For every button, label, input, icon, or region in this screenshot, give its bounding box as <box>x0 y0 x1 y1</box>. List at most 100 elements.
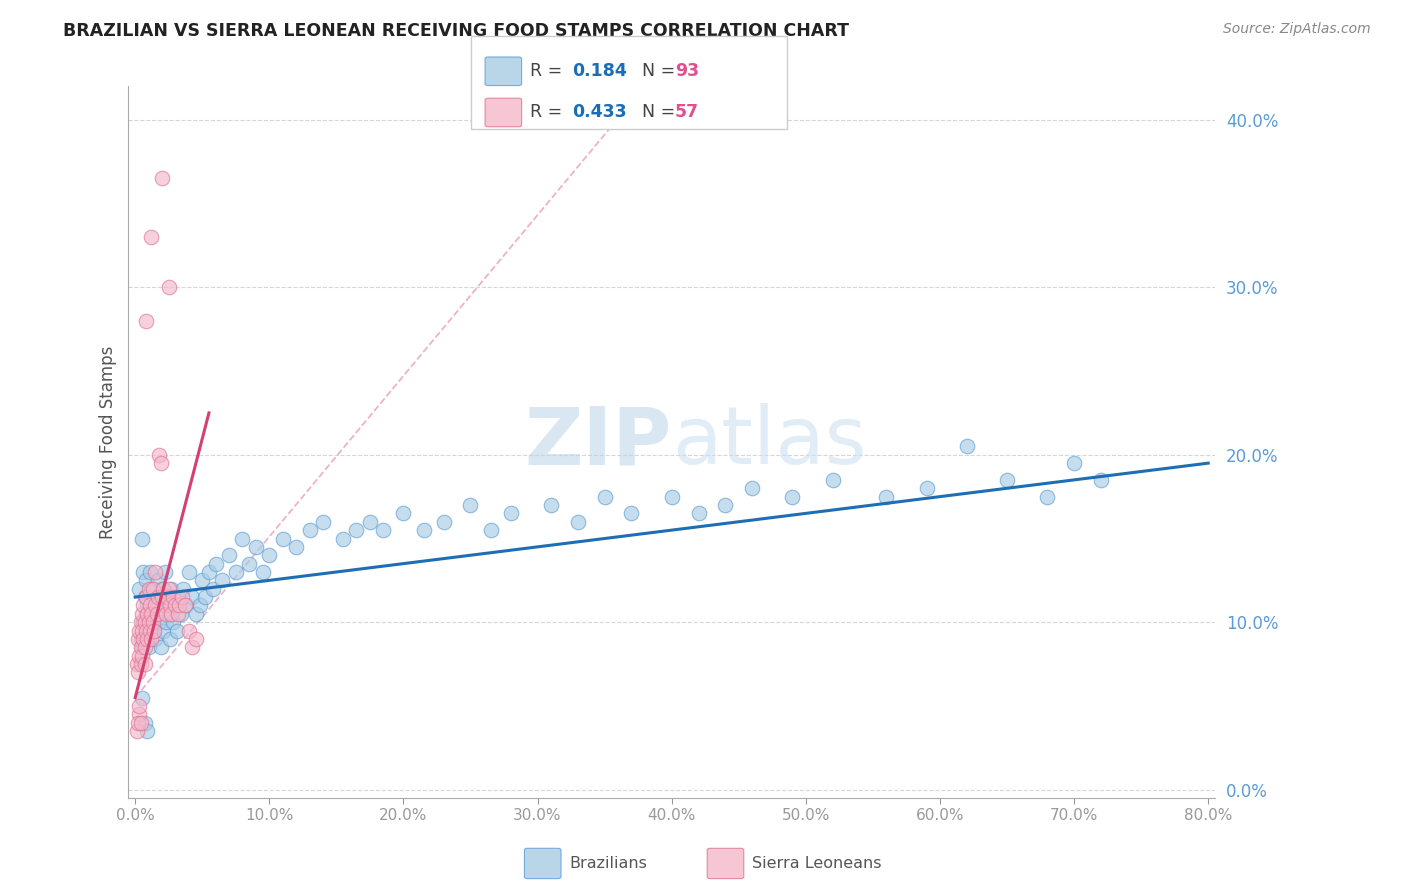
Point <box>132 565 155 579</box>
Point <box>127 665 149 680</box>
Point <box>127 632 149 646</box>
Point <box>131 640 153 655</box>
Text: Source: ZipAtlas.com: Source: ZipAtlas.com <box>1223 22 1371 37</box>
Point <box>156 590 179 604</box>
Point <box>201 582 224 596</box>
Point <box>346 523 368 537</box>
Point <box>129 632 152 646</box>
Point <box>180 590 202 604</box>
Point <box>167 590 190 604</box>
Point <box>661 490 683 504</box>
Point <box>138 615 160 630</box>
Text: N =: N = <box>631 62 681 80</box>
Point <box>245 540 267 554</box>
Text: Brazilians: Brazilians <box>569 856 647 871</box>
Point <box>1090 473 1112 487</box>
Point <box>155 607 177 621</box>
Point <box>136 632 159 646</box>
Point <box>149 640 172 655</box>
Point <box>135 574 157 588</box>
Point <box>150 582 173 596</box>
Point <box>148 448 170 462</box>
Point <box>132 632 155 646</box>
Point <box>134 590 156 604</box>
Point <box>134 615 156 630</box>
Point <box>238 557 260 571</box>
Point <box>143 599 166 613</box>
Point <box>392 507 415 521</box>
Point <box>138 582 160 596</box>
Point <box>174 599 197 613</box>
Point <box>142 590 165 604</box>
Point <box>129 715 152 730</box>
Point <box>153 599 176 613</box>
Point <box>173 599 195 613</box>
Point <box>152 624 174 638</box>
Point <box>135 624 157 638</box>
Point <box>141 607 163 621</box>
Point <box>620 507 643 521</box>
Text: BRAZILIAN VS SIERRA LEONEAN RECEIVING FOOD STAMPS CORRELATION CHART: BRAZILIAN VS SIERRA LEONEAN RECEIVING FO… <box>63 22 849 40</box>
Point <box>157 582 180 596</box>
Point <box>188 599 211 613</box>
Point <box>139 624 162 638</box>
Point <box>131 532 153 546</box>
Point <box>139 565 162 579</box>
Point <box>741 481 763 495</box>
Point <box>136 599 159 613</box>
Point <box>191 574 214 588</box>
Point <box>567 515 589 529</box>
Point <box>129 615 152 630</box>
Point <box>165 599 187 613</box>
Point <box>271 532 294 546</box>
Point <box>540 498 562 512</box>
Point <box>141 582 163 596</box>
Point <box>1036 490 1059 504</box>
Point <box>139 599 162 613</box>
Point <box>150 590 173 604</box>
Point <box>460 498 482 512</box>
Point <box>134 715 156 730</box>
Point <box>132 615 155 630</box>
Point <box>688 507 710 521</box>
Point <box>134 624 156 638</box>
Point <box>180 640 202 655</box>
Point <box>593 490 616 504</box>
Point <box>157 607 180 621</box>
Point <box>138 640 160 655</box>
Point <box>875 490 897 504</box>
Point <box>128 698 150 713</box>
Point <box>225 565 247 579</box>
Y-axis label: Receiving Food Stamps: Receiving Food Stamps <box>100 345 117 539</box>
Text: N =: N = <box>631 103 681 121</box>
Text: R =: R = <box>530 103 568 121</box>
Point <box>433 515 456 529</box>
Point <box>146 590 169 604</box>
Point <box>162 590 184 604</box>
Point <box>142 624 165 638</box>
Point <box>172 582 194 596</box>
Point <box>141 632 163 646</box>
Point <box>312 515 335 529</box>
Point <box>157 280 180 294</box>
Text: 0.184: 0.184 <box>572 62 627 80</box>
Point <box>259 548 281 562</box>
Point <box>169 599 191 613</box>
Point <box>159 632 181 646</box>
Point <box>172 590 194 604</box>
Point <box>148 590 170 604</box>
Point <box>128 707 150 722</box>
Point <box>479 523 502 537</box>
Point <box>298 523 321 537</box>
Point <box>160 607 183 621</box>
Point <box>148 615 170 630</box>
Point <box>373 523 395 537</box>
Point <box>165 599 187 613</box>
Point <box>177 565 200 579</box>
Point <box>145 607 167 621</box>
Point <box>162 615 184 630</box>
Point <box>143 632 166 646</box>
Point <box>136 607 159 621</box>
Point <box>129 640 152 655</box>
Point <box>146 574 169 588</box>
